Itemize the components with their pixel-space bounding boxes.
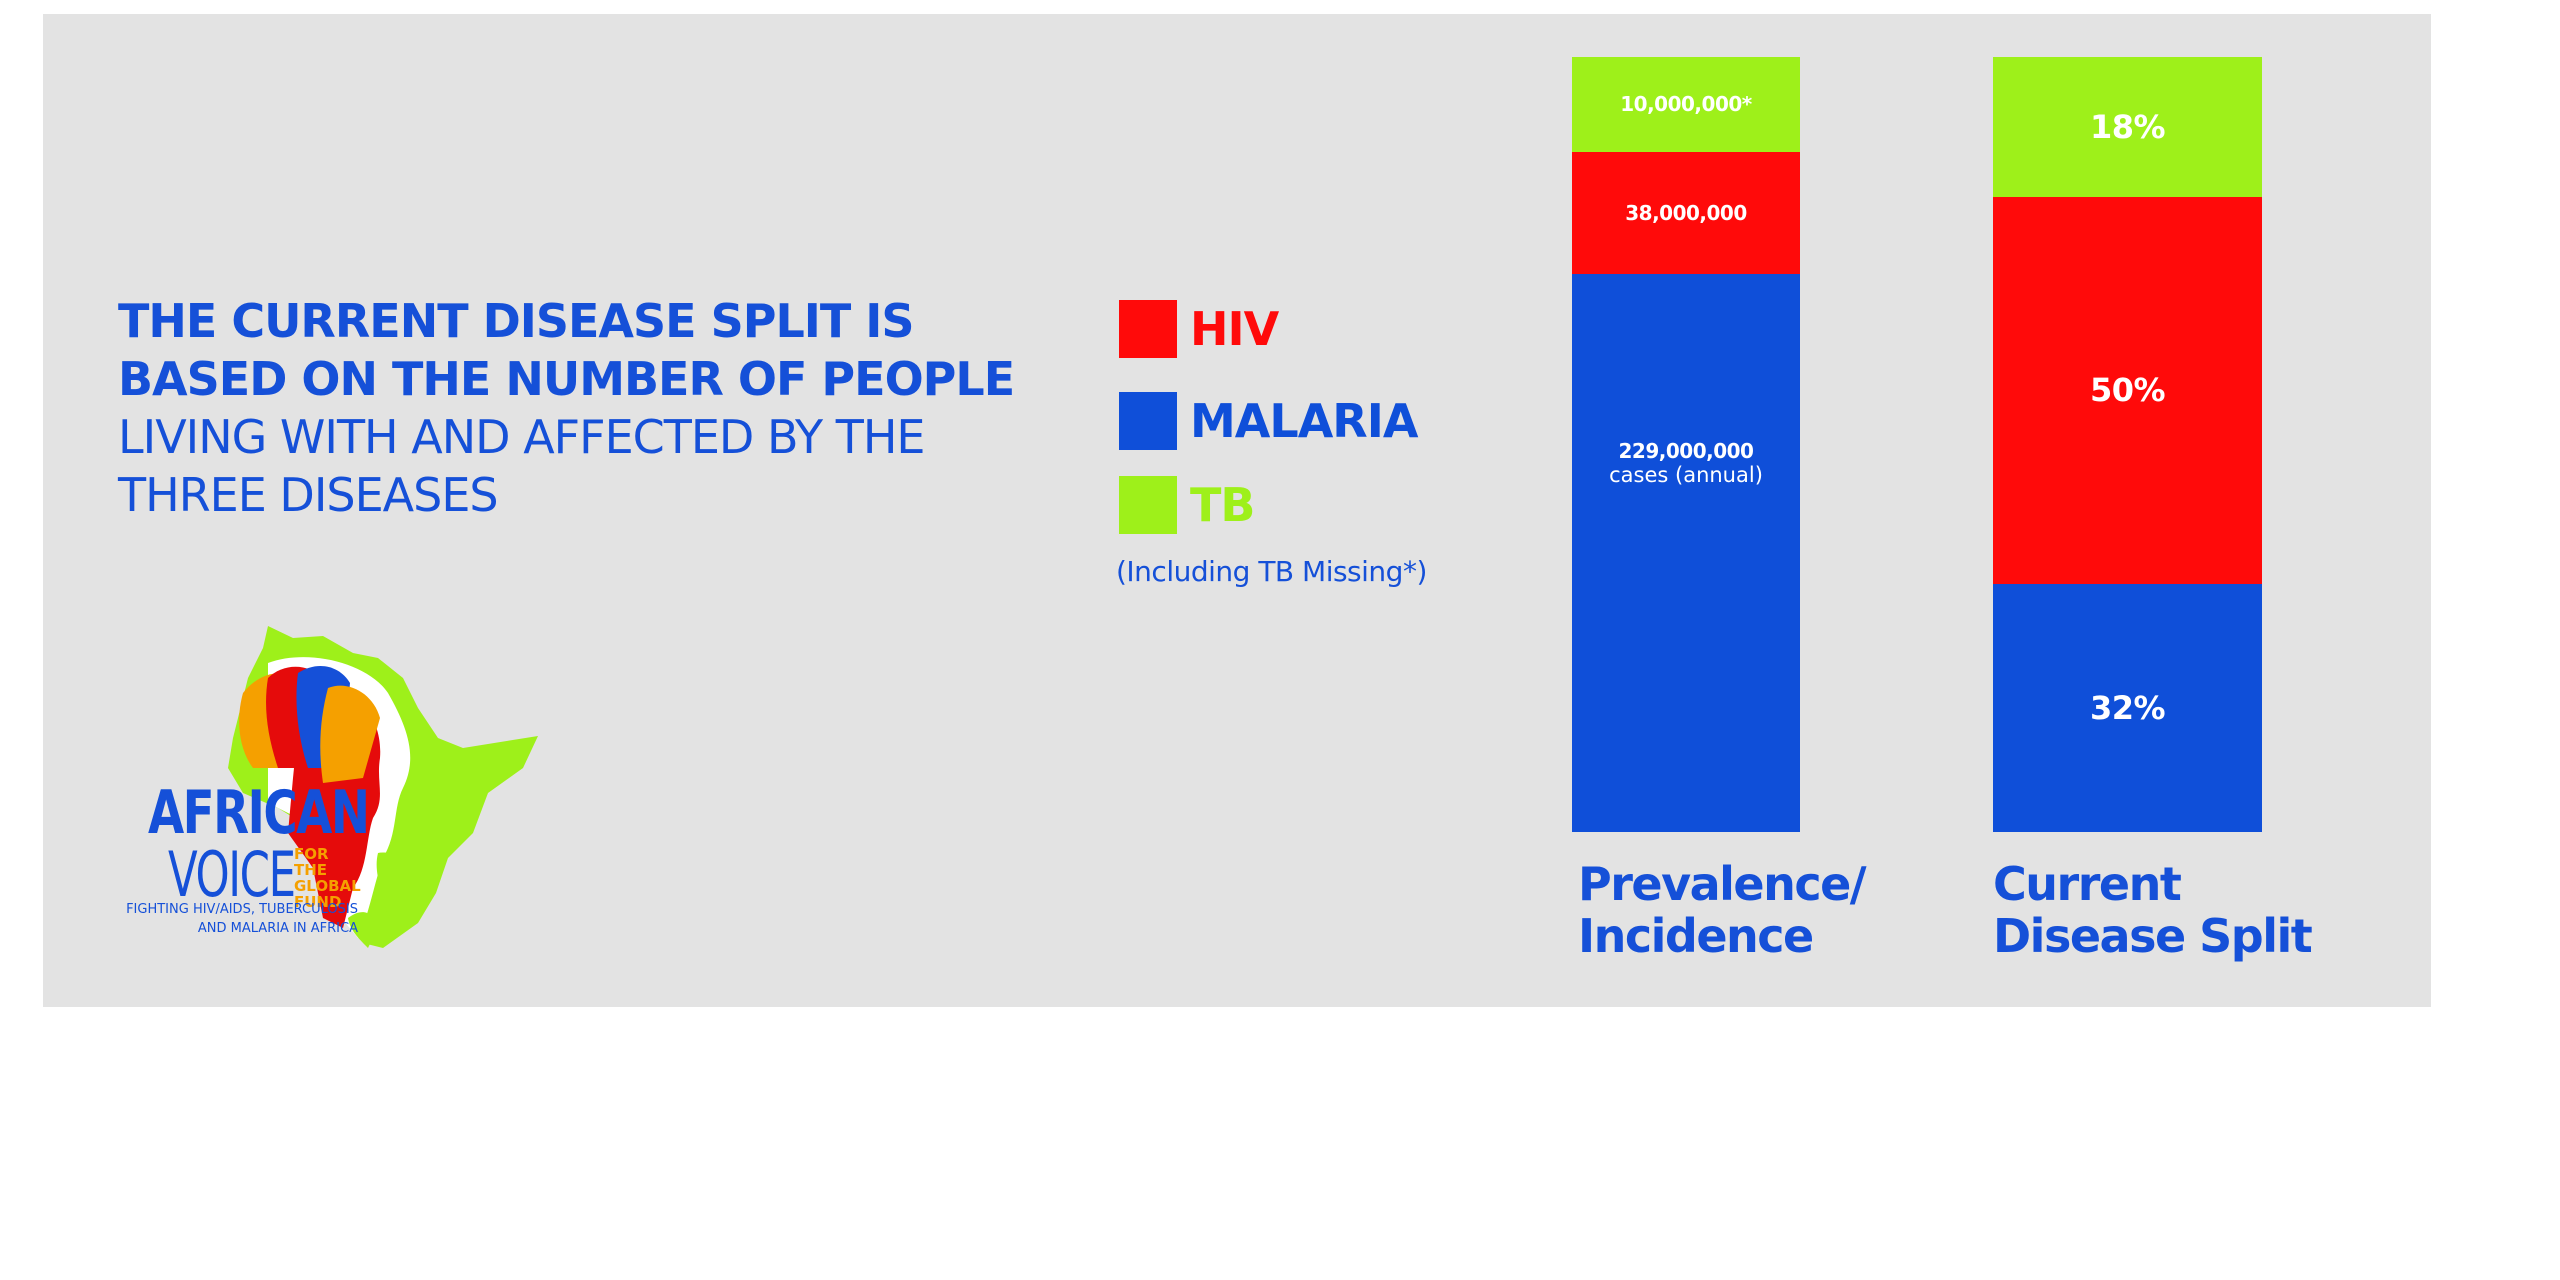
bar-segment-sublabel: cases (annual) bbox=[1609, 462, 1763, 487]
bar-segment-label: 229,000,000 bbox=[1618, 438, 1754, 463]
bar-segment-label: 32% bbox=[2089, 689, 2166, 727]
legend-label-malaria: MALARIA bbox=[1190, 394, 1418, 448]
legend-label-hiv: HIV bbox=[1190, 302, 1279, 356]
bar-segment-label: 38,000,000 bbox=[1625, 200, 1747, 225]
logo-text-voice: VOICE bbox=[168, 838, 296, 911]
logo-text-fund: FOR THE GLOBAL FUND bbox=[294, 845, 361, 911]
legend-swatch-malaria bbox=[1119, 392, 1177, 450]
africa-map-icon bbox=[228, 626, 538, 948]
bar-segment-label: 18% bbox=[2089, 107, 2166, 146]
disease-split-bar: 18% 50% 32% bbox=[1993, 57, 2262, 832]
bar-segment-hiv: 50% bbox=[1993, 196, 2262, 584]
legend-swatch-hiv bbox=[1119, 300, 1177, 358]
prevalence-bar-title: Prevalence/ Incidence bbox=[1578, 857, 1867, 963]
headline-bold: THE CURRENT DISEASE SPLIT IS BASED ON TH… bbox=[118, 294, 1015, 406]
headline-light: LIVING WITH AND AFFECTED BY THE THREE DI… bbox=[118, 410, 925, 522]
legend-swatch-tb bbox=[1119, 476, 1177, 534]
bar-segment-label: 50% bbox=[2089, 371, 2166, 410]
logo-tagline: FIGHTING HIV/AIDS, TUBERCULOSIS AND MALA… bbox=[126, 902, 358, 936]
disease-split-bar-title: Current Disease Split bbox=[1993, 857, 2313, 963]
headline: THE CURRENT DISEASE SPLIT IS BASED ON TH… bbox=[118, 292, 1078, 524]
legend-item-tb: TB bbox=[1119, 475, 1255, 535]
legend-label-tb: TB bbox=[1190, 478, 1255, 532]
bar-segment-malaria: 229,000,000 cases (annual) bbox=[1572, 273, 1800, 832]
bar-segment-malaria: 32% bbox=[1993, 584, 2262, 832]
bar-segment-tb: 10,000,000* bbox=[1572, 57, 1800, 152]
bar-segment-tb: 18% bbox=[1993, 57, 2262, 197]
legend-item-hiv: HIV bbox=[1119, 299, 1279, 359]
african-voice-logo: AFRICAN VOICE FOR THE GLOBAL FUND FIGHTI… bbox=[118, 618, 558, 958]
legend-note: (Including TB Missing*) bbox=[1116, 555, 1427, 588]
prevalence-bar: 10,000,000* 38,000,000 229,000,000 cases (a… bbox=[1572, 57, 1800, 832]
bar-segment-hiv: 38,000,000 bbox=[1572, 151, 1800, 274]
legend-item-malaria: MALARIA bbox=[1119, 391, 1418, 451]
logo-text-african: AFRICAN bbox=[148, 778, 370, 848]
bar-segment-label: 10,000,000* bbox=[1620, 92, 1752, 117]
